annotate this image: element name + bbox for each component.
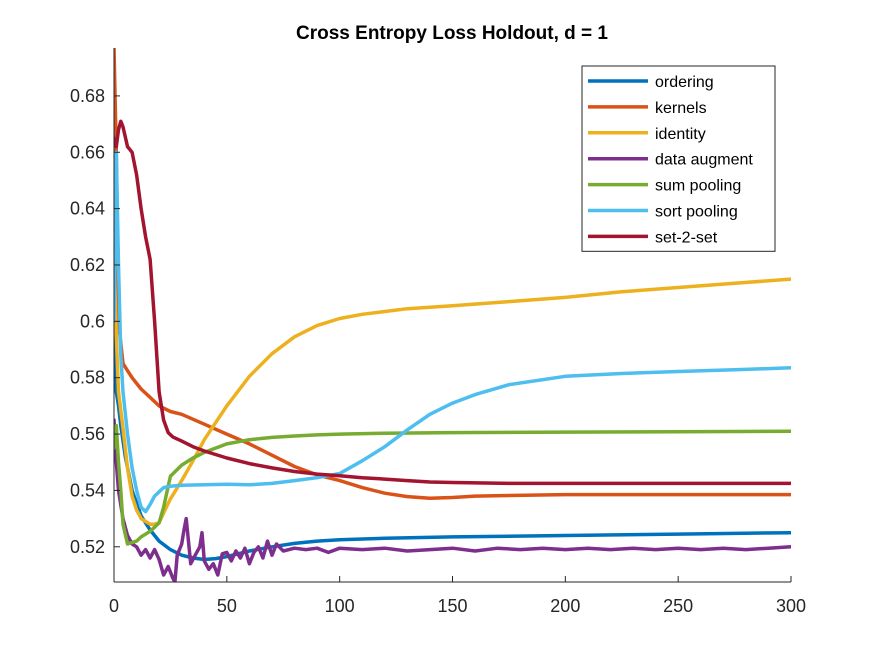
x-tick-label: 50 [217, 596, 237, 616]
ticks-layer: 0 50 100 150 200 250 300 0.52 0.54 0.56 0.58 0.6 0.6… [70, 86, 806, 616]
x-tick-label: 0 [109, 596, 119, 616]
legend-label: sort pooling [655, 204, 738, 221]
legend: ordering kernels identity data augment sum p… [581, 65, 776, 252]
series-line-ordering [114, 263, 791, 562]
legend-label: kernels [655, 100, 707, 117]
series-line-sort-pooling [114, 150, 791, 514]
legend-label: ordering [655, 74, 714, 91]
y-tick-label: 0.66 [70, 142, 105, 162]
legend-label: identity [655, 126, 706, 143]
chart-title: Cross Entropy Loss Holdout, d = 1 [296, 23, 608, 44]
series-line-identity [114, 257, 791, 526]
series-line-data-augment [114, 418, 791, 582]
series-line-sum-pooling [114, 423, 791, 546]
y-tick-label: 0.64 [70, 199, 105, 219]
x-tick-label: 300 [776, 596, 806, 616]
series-line-kernels [114, 48, 791, 501]
series-line-set-2-set [114, 119, 791, 486]
series-layer [114, 48, 791, 582]
x-tick-label: 150 [437, 596, 467, 616]
legend-label: sum pooling [655, 178, 741, 195]
x-tick-label: 200 [550, 596, 580, 616]
y-tick-label: 0.52 [70, 537, 105, 557]
y-tick-label: 0.54 [70, 480, 105, 500]
y-tick-label: 0.6 [80, 311, 105, 331]
legend-label: set-2-set [655, 229, 718, 246]
y-tick-label: 0.58 [70, 368, 105, 388]
plot-area: 0 50 100 150 200 250 300 0.52 0.54 0.56 0.58 0.6 0.6… [70, 48, 806, 616]
y-tick-label: 0.68 [70, 86, 105, 106]
legend-label: data augment [655, 152, 753, 169]
x-tick-label: 250 [663, 596, 693, 616]
x-tick-label: 100 [325, 596, 355, 616]
y-tick-label: 0.62 [70, 255, 105, 275]
y-tick-label: 0.56 [70, 424, 105, 444]
